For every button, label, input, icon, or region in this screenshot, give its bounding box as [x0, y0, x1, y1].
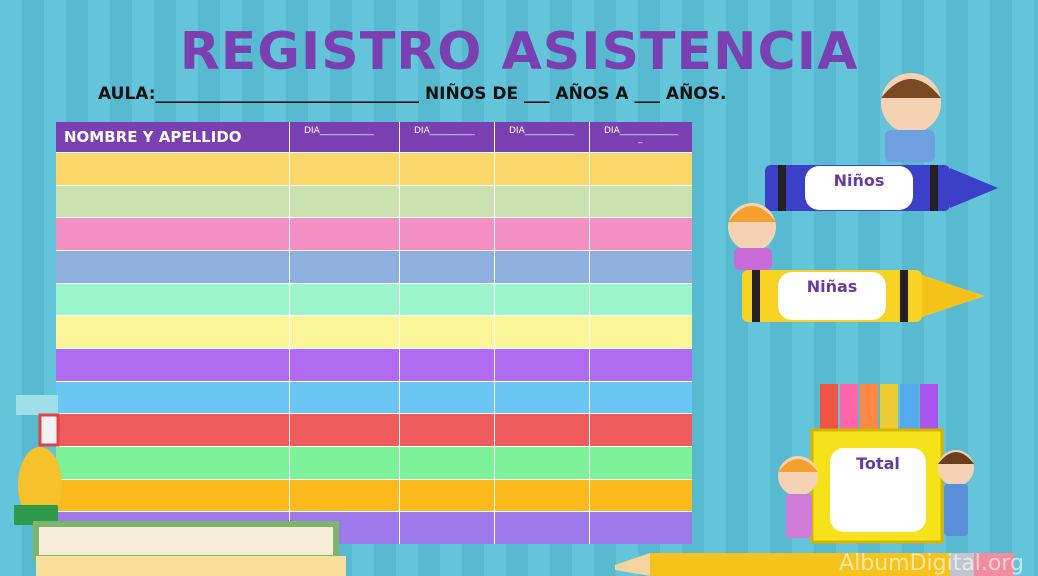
boys-count-box[interactable]: Niños	[805, 166, 913, 210]
header-day-4-label: DIA_____________	[604, 126, 679, 136]
girls-count-box[interactable]: Niñas	[778, 272, 886, 320]
day-cell[interactable]	[495, 447, 590, 479]
day-cell[interactable]	[495, 479, 590, 512]
total-label: Total	[856, 453, 900, 473]
header-name: NOMBRE Y APELLIDO	[56, 122, 290, 152]
books-illustration	[14, 395, 346, 576]
table-row	[56, 217, 692, 251]
day-cell[interactable]	[290, 218, 400, 251]
name-cell[interactable]	[56, 447, 290, 479]
day-cell[interactable]	[495, 153, 590, 185]
day-cell[interactable]	[400, 218, 495, 251]
day-cell[interactable]	[400, 447, 495, 479]
total-count-box[interactable]: Total	[830, 448, 926, 532]
day-cell[interactable]	[495, 251, 590, 283]
boy-illustration-top	[881, 73, 941, 162]
day-cell[interactable]	[290, 414, 400, 447]
watermark: AlbumDigital.org	[839, 551, 1024, 576]
day-cell[interactable]	[400, 381, 495, 414]
day-cell[interactable]	[495, 316, 590, 349]
day-cell[interactable]	[495, 381, 590, 414]
day-cell[interactable]	[290, 349, 400, 381]
day-cell[interactable]	[400, 316, 495, 349]
table-row	[56, 348, 692, 381]
name-cell[interactable]	[56, 185, 290, 218]
table-row	[56, 380, 692, 414]
name-cell[interactable]	[56, 414, 290, 447]
name-cell[interactable]	[56, 251, 290, 283]
day-cell[interactable]	[495, 283, 590, 316]
name-cell[interactable]	[56, 479, 290, 512]
table-row	[56, 413, 692, 447]
day-cell[interactable]	[290, 153, 400, 185]
day-cell[interactable]	[400, 283, 495, 316]
day-cell[interactable]	[495, 512, 590, 545]
day-cell[interactable]	[400, 479, 495, 512]
table-row	[56, 446, 692, 479]
girls-label: Niñas	[806, 276, 858, 296]
day-cell[interactable]	[290, 447, 400, 479]
header-day-2: DIA__________	[400, 122, 495, 152]
boys-label: Niños	[833, 170, 885, 190]
day-cell[interactable]	[290, 381, 400, 414]
header-day-1: DIA____________	[290, 122, 400, 152]
header-day-4: DIA_____________ _	[590, 122, 692, 152]
pencil-illustration	[615, 553, 1014, 576]
name-cell[interactable]	[56, 349, 290, 381]
name-cell[interactable]	[56, 283, 290, 316]
day-cell[interactable]	[400, 349, 495, 381]
day-cell[interactable]	[495, 185, 590, 218]
name-cell[interactable]	[56, 153, 290, 185]
day-cell[interactable]	[400, 251, 495, 283]
table-row	[56, 184, 692, 218]
table-row	[56, 478, 692, 512]
day-cell[interactable]	[400, 512, 495, 545]
header-day-4-mark: _	[638, 134, 643, 144]
table-row	[56, 152, 692, 185]
name-cell[interactable]	[56, 381, 290, 414]
day-cell[interactable]	[290, 512, 400, 545]
table-row	[56, 315, 692, 349]
day-cell[interactable]	[400, 414, 495, 447]
day-cell[interactable]	[290, 316, 400, 349]
name-cell[interactable]	[56, 316, 290, 349]
page-title: REGISTRO ASISTENCIA	[179, 22, 859, 82]
table-header: NOMBRE Y APELLIDO DIA____________ DIA___…	[56, 122, 692, 152]
name-cell[interactable]	[56, 218, 290, 251]
day-cell[interactable]	[495, 218, 590, 251]
day-cell[interactable]	[400, 185, 495, 218]
day-cell[interactable]	[495, 349, 590, 381]
classroom-line: AULA:_______________________________ NIÑ…	[98, 84, 727, 104]
girl-illustration-middle	[728, 203, 776, 270]
table-row	[56, 282, 692, 316]
table-row	[56, 250, 692, 283]
day-cell[interactable]	[290, 283, 400, 316]
day-cell[interactable]	[495, 414, 590, 447]
day-cell[interactable]	[290, 479, 400, 512]
day-cell[interactable]	[400, 153, 495, 185]
attendance-table: NOMBRE Y APELLIDO DIA____________ DIA___…	[56, 122, 692, 545]
header-day-3: DIA___________	[495, 122, 590, 152]
day-cell[interactable]	[290, 185, 400, 218]
day-cell[interactable]	[290, 251, 400, 283]
kids-illustration-bottom	[778, 450, 974, 538]
